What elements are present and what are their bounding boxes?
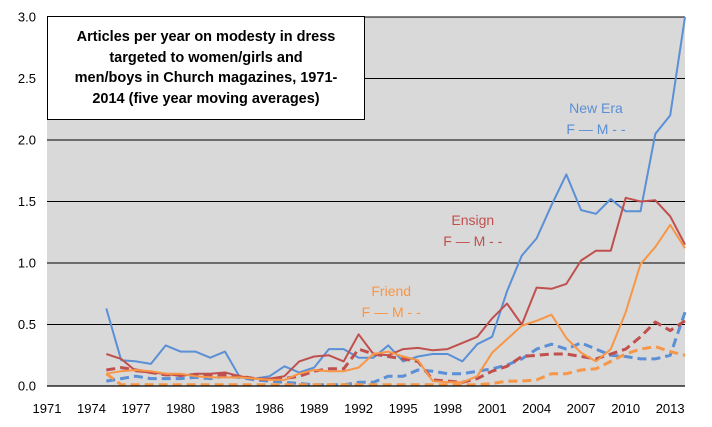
y-tick-label: 0.5	[18, 317, 36, 332]
annotation-legend: F — M - -	[443, 233, 502, 249]
annotation-label: Ensign	[451, 212, 494, 228]
x-tick-label: 1995	[389, 401, 418, 416]
series-line-new_era_m	[106, 311, 687, 387]
chart-title-box: Articles per year on modesty in dress ta…	[47, 16, 365, 120]
x-tick-label: 2010	[611, 401, 640, 416]
x-tick-label: 1989	[300, 401, 329, 416]
x-tick-label: 1992	[344, 401, 373, 416]
x-axis-ticks: 1971 1974 1977 1980 1983 1986 1989 1992 1995 1998…	[33, 401, 685, 416]
annotation-legend: F — M - -	[566, 121, 625, 137]
x-tick-label: 1983	[211, 401, 240, 416]
y-tick-label: 1.5	[18, 194, 36, 209]
x-tick-label: 1986	[255, 401, 284, 416]
x-tick-label: 1971	[33, 401, 62, 416]
x-tick-label: 2013	[656, 401, 685, 416]
y-tick-label: 2.5	[18, 71, 36, 86]
x-tick-label: 2001	[478, 401, 507, 416]
y-tick-label: 2.0	[18, 133, 36, 148]
x-tick-label: 1974	[77, 401, 106, 416]
y-tick-label: 0.0	[18, 379, 36, 394]
series-line-ensign_f	[105, 196, 686, 380]
gridlines	[47, 16, 685, 325]
annotation-label: Friend	[371, 283, 411, 299]
annotation-legend: F — M - -	[362, 304, 421, 320]
series-line-friend_f	[106, 223, 686, 384]
x-tick-label: 1977	[122, 401, 151, 416]
chart-title: Articles per year on modesty in dress ta…	[74, 29, 338, 107]
x-tick-label: 2007	[567, 401, 596, 416]
y-axis-ticks: 0.0 0.5 1.0 1.5 2.0 2.5 3.0	[18, 10, 36, 394]
y-tick-label: 3.0	[18, 10, 36, 25]
series-line-friend_m	[105, 345, 686, 387]
x-tick-label: 1980	[166, 401, 195, 416]
series-annotations: New Era F — M - - Ensign F — M - - Friend F —…	[362, 100, 626, 320]
x-tick-label: 2004	[522, 401, 551, 416]
y-tick-label: 1.0	[18, 256, 36, 271]
x-tick-label: 1998	[433, 401, 462, 416]
series-layer	[105, 16, 687, 387]
annotation-label: New Era	[569, 100, 623, 116]
